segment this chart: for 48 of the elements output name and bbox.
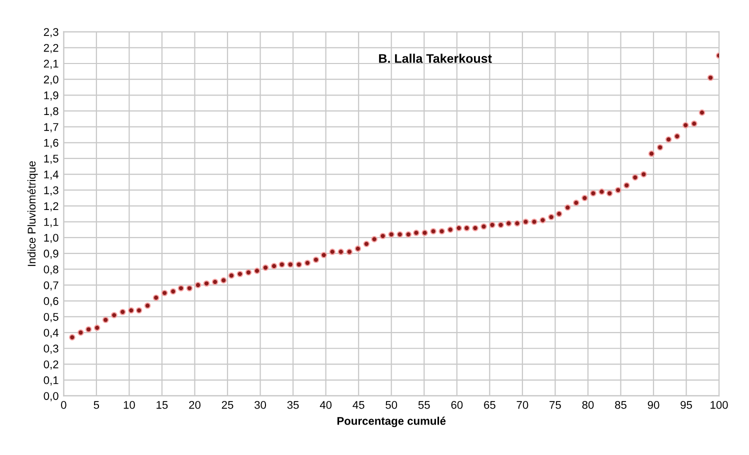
- x-tick-label: 20: [189, 401, 200, 409]
- y-tick-label: 2,3: [44, 28, 58, 38]
- y-tick-label: 0,6: [44, 297, 58, 306]
- y-tick-label: 0,8: [44, 266, 58, 275]
- y-tick-label: 2,2: [44, 44, 58, 54]
- y-tick-label: 1,9: [44, 91, 58, 101]
- x-tick-label: 85: [615, 401, 626, 409]
- x-tick-label: 70: [516, 401, 528, 409]
- text: B. Lalla Takerkoust: [379, 54, 492, 63]
- y-tick-label: 1,8: [44, 107, 58, 116]
- x-tick-label: 15: [156, 401, 168, 409]
- x-tick-label: 25: [222, 401, 234, 409]
- y-axis-title: Indice Pluviométrique: [27, 161, 38, 266]
- x-tick-label: 75: [550, 401, 561, 409]
- x-tick-label: 55: [418, 401, 430, 409]
- x-tick-label: 65: [484, 401, 496, 409]
- y-tick-label: 0,5: [44, 312, 58, 322]
- y-tick-label: 1,3: [44, 186, 58, 196]
- x-tick-label: 95: [680, 401, 692, 409]
- y-tick-label: 1,4: [44, 170, 58, 180]
- x-tick-label: 50: [386, 401, 398, 409]
- x-tick-label: 80: [582, 401, 594, 409]
- x-tick-label: 30: [254, 401, 266, 409]
- y-tick-label: 0,2: [44, 360, 58, 370]
- x-axis-title: Pourcentage cumulé: [337, 416, 446, 428]
- y-tick-label: 1,5: [44, 154, 58, 164]
- x-tick-label: 60: [451, 401, 463, 409]
- y-tick-label: 1,7: [44, 123, 58, 132]
- y-tick-label: 1,6: [44, 138, 58, 148]
- y-tick-label: 0,3: [44, 344, 58, 354]
- x-tick-label: 45: [352, 401, 364, 409]
- x-tick-label: 35: [287, 401, 299, 409]
- x-tick-label: 40: [320, 401, 332, 409]
- y-tick-label: 1,1: [44, 218, 58, 228]
- x-tick-label: 10: [124, 401, 135, 409]
- y-tick-label: 0,0: [44, 392, 58, 402]
- y-tick-label: 0,9: [44, 250, 58, 259]
- x-tick-label: 5: [94, 401, 100, 409]
- x-tick-label: 90: [648, 401, 660, 409]
- y-tick-label: 1,2: [44, 202, 58, 212]
- y-tick-label: 1,0: [44, 234, 58, 244]
- y-tick-label: 0,7: [44, 281, 58, 291]
- x-tick-label: 100: [710, 401, 728, 409]
- y-tick-label: 2,0: [44, 76, 58, 85]
- y-tick-label: 2,1: [44, 60, 58, 69]
- x-tick-label: 0: [61, 401, 66, 409]
- y-tick-label: 0,4: [44, 328, 58, 338]
- y-tick-label: 0,1: [44, 376, 58, 386]
